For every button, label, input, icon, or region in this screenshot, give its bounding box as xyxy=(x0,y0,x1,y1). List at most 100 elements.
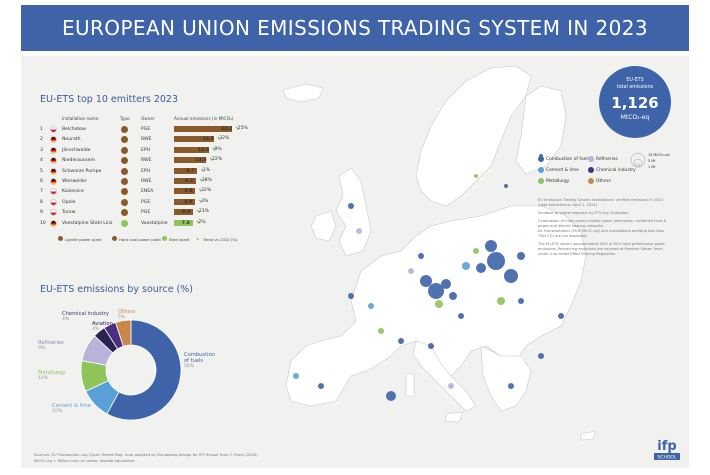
label-refineries: Refineries 9% xyxy=(38,340,64,351)
uk-shape xyxy=(335,167,372,257)
country-flag-icon xyxy=(50,198,57,206)
total-unit: MtCO₂-eq xyxy=(620,114,650,121)
bar-value: 14.5 xyxy=(197,147,210,153)
row-rank: 5 xyxy=(40,168,43,174)
trend-down-icon: ↘ xyxy=(195,219,200,226)
row-name: Weisweiler xyxy=(62,179,87,184)
emission-bar xyxy=(174,126,232,132)
note-line: under a so-called Effort Sharing Regulat… xyxy=(538,252,617,256)
size-10mt: 10 MtCO₂-eq xyxy=(648,153,670,157)
row-name: Turow xyxy=(62,210,76,216)
legend-trend: Trend vs 2022 (%) xyxy=(203,237,238,242)
label-refineries-text: Refineries xyxy=(38,340,64,346)
trend-value: -32% xyxy=(217,136,230,142)
label-chemical-text: Chemical industry xyxy=(62,311,109,317)
row-rank: 2 xyxy=(40,137,43,143)
label-others-text: Others xyxy=(118,309,136,315)
country-flag-icon xyxy=(50,178,57,185)
row-rank: 6 xyxy=(40,179,43,184)
bar-value: 7.8 xyxy=(181,220,190,226)
country-flag-icon xyxy=(50,219,57,227)
row-rank: 1 xyxy=(40,127,43,132)
row-owner: PGE xyxy=(141,199,151,205)
row-owner: PGE xyxy=(141,127,151,132)
lignite-plant-icon xyxy=(121,188,128,196)
trend-value: -2% xyxy=(196,219,206,225)
bar-value: 9.2 xyxy=(185,179,194,184)
lignite-plant-icon xyxy=(121,178,128,185)
header-installation: Installation name xyxy=(62,116,99,121)
row-name: Opole xyxy=(62,199,76,205)
legend-lignite: Lignite power plant xyxy=(65,237,102,242)
trend-down-icon: ↘ xyxy=(200,167,205,174)
label-combustion: Combustion of fuels 58% xyxy=(184,352,215,369)
bar-value: 8.9 xyxy=(184,199,193,205)
sicily-shape xyxy=(444,411,464,423)
trend-down-icon: ↘ xyxy=(198,198,203,205)
bar-value: 16.5 xyxy=(202,137,214,143)
ireland-shape xyxy=(310,210,337,242)
total-line2: total emissions xyxy=(616,85,654,90)
note-line: 75kt CO₂ are not displayed. xyxy=(538,234,588,238)
label-combustion-text: Combustion of fuels xyxy=(184,352,216,364)
emission-bar xyxy=(174,136,214,143)
trend-value: -9% xyxy=(212,146,222,152)
legend-dot-cement xyxy=(538,167,544,173)
note-line: emissions. Remaining emissions are cover… xyxy=(538,247,664,251)
legend-hardcoal: Hard coal power plant xyxy=(119,237,161,242)
lignite-plant-icon xyxy=(121,209,128,217)
svg-text:SCHOOL: SCHOOL xyxy=(658,455,677,461)
lignite-plant-icon xyxy=(121,136,128,144)
note-line: Combustion of fuels covers mostly power … xyxy=(538,219,667,223)
label-metallurgy-pct: 10% xyxy=(38,376,49,381)
row-name: Voestalpine Stahl Linz xyxy=(62,220,113,226)
note-line: EU Emissions Trading System installation… xyxy=(538,198,663,202)
row-rank: 3 xyxy=(40,147,43,153)
label-cement-pct: 10% xyxy=(52,409,63,414)
bar-value: 9.7 xyxy=(186,168,195,174)
total-emissions-bubble: EU-ETS total emissions 1,126 MtCO₂-eq xyxy=(599,66,671,138)
legend-others: Others xyxy=(596,179,611,184)
row-owner: RWE xyxy=(141,158,152,164)
footer-sources: Sources: EU Transaction Log (Open Street… xyxy=(34,452,258,457)
legend-cement: Cement & lime xyxy=(546,168,579,173)
emission-bar xyxy=(174,198,196,205)
notes-block: EU Emissions Trading System installation… xyxy=(538,198,678,257)
legend-dot-refineries xyxy=(588,156,594,162)
country-flag-icon xyxy=(50,188,57,196)
italy-shape xyxy=(412,340,477,412)
label-chemical: Chemical industry 4% xyxy=(62,311,109,322)
trend-down-icon: ↘ xyxy=(216,136,221,143)
trend-value: -1% xyxy=(201,167,211,173)
row-owner: PGE xyxy=(141,210,151,216)
trend-value: -21% xyxy=(197,209,210,215)
label-aviation: Aviation 4% xyxy=(92,321,113,332)
row-owner: ENEA xyxy=(141,189,154,195)
svg-text:ifp: ifp xyxy=(657,439,676,454)
trend-down-icon: ↘ xyxy=(211,146,216,153)
trend-down-icon: ↘ xyxy=(209,157,214,164)
trend-down-icon: ↘ xyxy=(235,126,240,132)
footer-units: MtCO₂-eq = Million tons of carbon dioxid… xyxy=(34,458,135,463)
note-line: (data extracted on April 1, 2024). xyxy=(538,203,599,207)
row-name: Neurath xyxy=(62,137,81,143)
steel-icon xyxy=(162,236,167,241)
sources-title: EU-ETS emissions by source (%) xyxy=(40,284,193,295)
trend-down-icon: ↘ xyxy=(199,178,204,184)
lignite-plant-icon xyxy=(121,157,128,165)
emission-bar xyxy=(174,188,196,195)
emission-bar xyxy=(174,219,193,226)
header-owner: Owner xyxy=(141,116,155,121)
lignite-icon xyxy=(58,236,63,241)
row-owner: RWE xyxy=(141,179,152,184)
lignite-plant-icon xyxy=(121,146,128,154)
size-legend-circles xyxy=(630,152,646,168)
row-rank: 4 xyxy=(40,158,43,164)
finland-shape xyxy=(515,85,567,175)
lignite-plant-icon xyxy=(121,167,128,175)
row-rank: 10 xyxy=(40,220,46,226)
label-aviation-pct: 4% xyxy=(92,327,100,332)
balkans-shape xyxy=(480,345,532,412)
header-emissions: Annual emissions (in MtCO₂) xyxy=(174,116,234,121)
legend-dot-chemical xyxy=(588,167,594,173)
